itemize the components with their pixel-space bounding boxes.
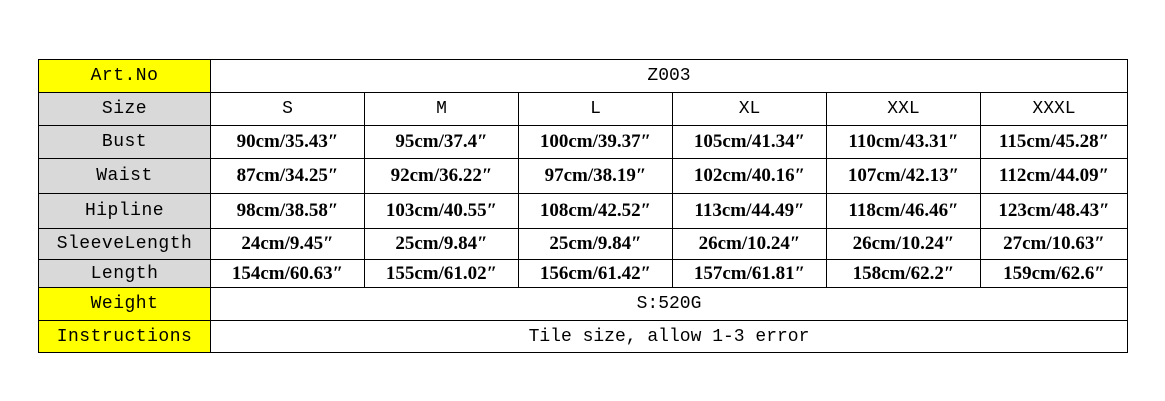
measure-cell: 25cm/9.84″ (364, 228, 519, 260)
measure-cell: 159cm/62.6″ (980, 259, 1128, 288)
size-header: S (210, 92, 365, 126)
measure-cell: 102cm/40.16″ (672, 158, 827, 194)
measure-cell: 95cm/37.4″ (364, 125, 519, 159)
row-label: Hipline (38, 193, 211, 229)
measure-cell: 118cm/46.46″ (826, 193, 981, 229)
size-header: XL (672, 92, 827, 126)
row-label: Length (38, 259, 211, 288)
row-label: Art.No (38, 59, 211, 93)
measure-cell: 105cm/41.34″ (672, 125, 827, 159)
measure-cell: 98cm/38.58″ (210, 193, 365, 229)
measure-cell: 115cm/45.28″ (980, 125, 1128, 159)
size-header: L (518, 92, 673, 126)
measure-cell: 25cm/9.84″ (518, 228, 673, 260)
row-value: Z003 (210, 59, 1128, 93)
row-label: Size (38, 92, 211, 126)
size-header: M (364, 92, 519, 126)
measure-cell: 112cm/44.09″ (980, 158, 1128, 194)
row-value: Tile size, allow 1-3 error (210, 320, 1128, 353)
row-label: Waist (38, 158, 211, 194)
measure-cell: 113cm/44.49″ (672, 193, 827, 229)
measure-cell: 92cm/36.22″ (364, 158, 519, 194)
measure-cell: 110cm/43.31″ (826, 125, 981, 159)
row-value: S:520G (210, 287, 1128, 321)
size-header: XXL (826, 92, 981, 126)
measure-cell: 123cm/48.43″ (980, 193, 1128, 229)
measure-cell: 154cm/60.63″ (210, 259, 365, 288)
row-label: Weight (38, 287, 211, 321)
measure-cell: 26cm/10.24″ (826, 228, 981, 260)
measure-cell: 97cm/38.19″ (518, 158, 673, 194)
measure-cell: 103cm/40.55″ (364, 193, 519, 229)
measure-cell: 90cm/35.43″ (210, 125, 365, 159)
row-label: SleeveLength (38, 228, 211, 260)
measure-cell: 107cm/42.13″ (826, 158, 981, 194)
measure-cell: 155cm/61.02″ (364, 259, 519, 288)
row-label: Instructions (38, 320, 211, 353)
measure-cell: 100cm/39.37″ (518, 125, 673, 159)
measure-cell: 24cm/9.45″ (210, 228, 365, 260)
measure-cell: 108cm/42.52″ (518, 193, 673, 229)
measure-cell: 87cm/34.25″ (210, 158, 365, 194)
measure-cell: 158cm/62.2″ (826, 259, 981, 288)
row-label: Bust (38, 125, 211, 159)
measure-cell: 26cm/10.24″ (672, 228, 827, 260)
size-header: XXXL (980, 92, 1128, 126)
measure-cell: 156cm/61.42″ (518, 259, 673, 288)
measure-cell: 157cm/61.81″ (672, 259, 827, 288)
measure-cell: 27cm/10.63″ (980, 228, 1128, 260)
